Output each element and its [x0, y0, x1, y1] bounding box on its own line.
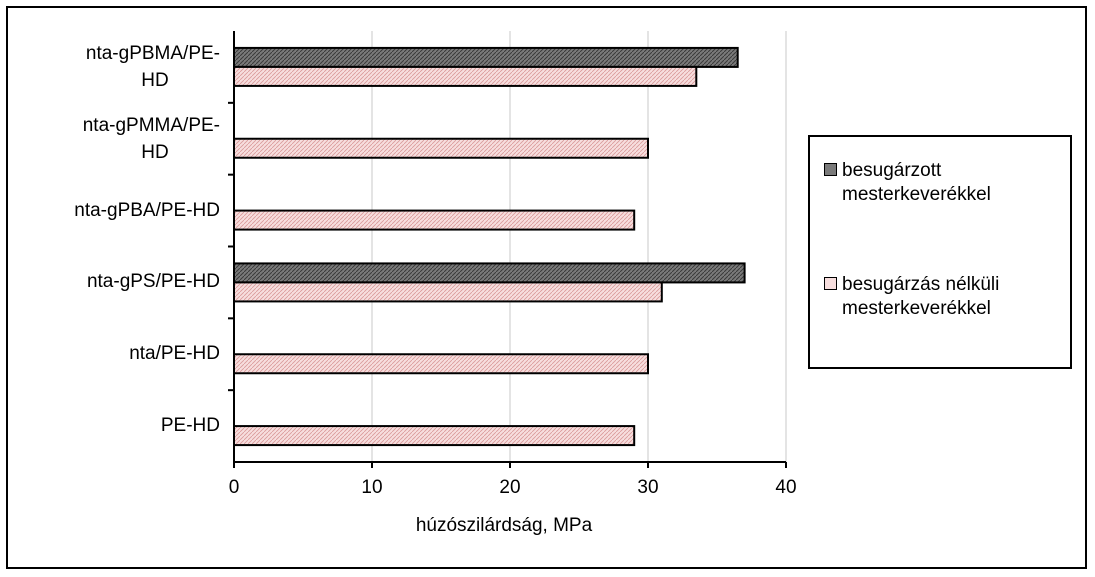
bar-non-irradiated: [233, 353, 649, 375]
category-label: PE-HD: [160, 415, 220, 437]
x-tick-label: 30: [637, 477, 659, 498]
bar-irradiated: [233, 262, 746, 284]
category-label: nta-gPS/PE-HD: [86, 271, 220, 293]
bar-non-irradiated: [233, 425, 636, 447]
legend-swatch-irradiated: [824, 163, 837, 176]
x-axis-title: húzószilárdság, MPa: [415, 515, 593, 536]
category-label: nta-gPBA/PE-HD: [74, 199, 220, 221]
bar-non-irradiated: [233, 65, 698, 87]
category-label: nta-gPMMA/PE- HD: [30, 112, 220, 166]
bar-irradiated: [233, 46, 739, 68]
gridlines: [371, 31, 787, 462]
x-tick-label: 0: [228, 477, 240, 498]
category-label-line: nta-gPBMA/PE-: [85, 42, 220, 64]
legend-swatch-non-irradiated: [824, 277, 837, 290]
category-label: nta/PE-HD: [129, 343, 220, 365]
legend: besugárzott mesterkeverékkel besugárzás …: [808, 135, 1072, 369]
category-label-line: nta-gPMMA/PE-: [82, 114, 220, 136]
x-tick-label: 40: [775, 477, 797, 498]
legend-label-irradiated: besugárzott mesterkeverékkel: [842, 160, 991, 205]
x-tick-label: 10: [361, 477, 383, 498]
category-label-line: HD: [141, 69, 169, 91]
bar-non-irradiated: [233, 209, 636, 231]
category-label: nta-gPBMA/PE- HD: [30, 40, 220, 94]
category-label-line: HD: [141, 141, 169, 163]
axes: [228, 31, 787, 468]
legend-label-non-irradiated: besugárzás nélküli mesterkeverékkel: [842, 274, 1000, 319]
x-tick-label: 20: [499, 477, 521, 498]
bars: [233, 46, 746, 447]
bar-non-irradiated: [233, 281, 663, 303]
bar-non-irradiated: [233, 137, 649, 159]
